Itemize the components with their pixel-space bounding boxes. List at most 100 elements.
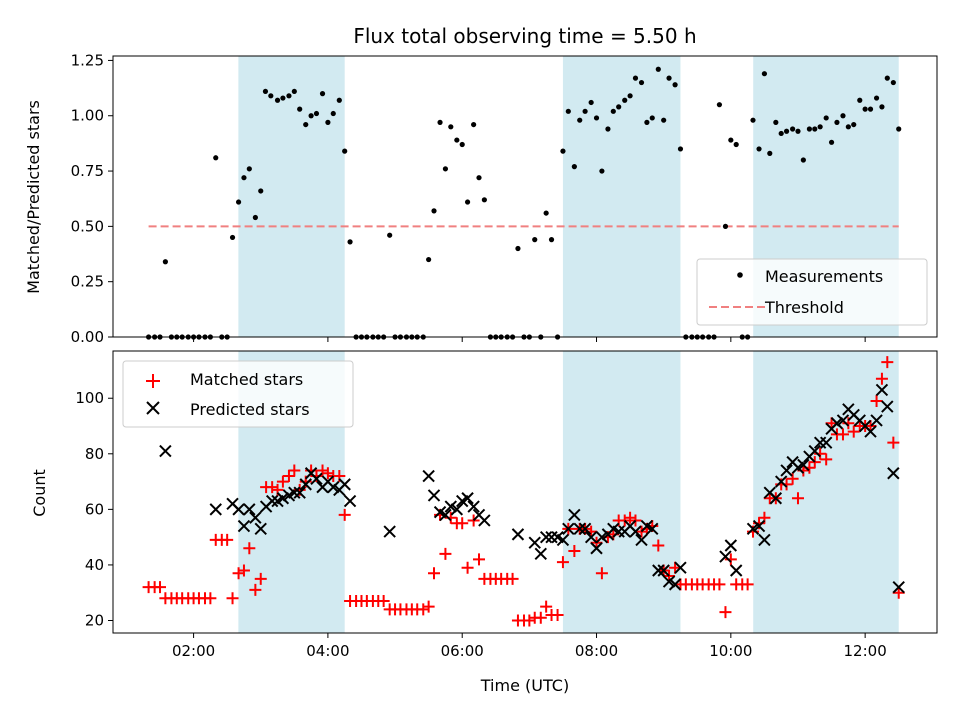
measurement-point [426, 256, 432, 263]
predicted-star-point [870, 414, 883, 427]
predicted-star-point [288, 486, 301, 499]
measurement-point [313, 110, 320, 117]
predicted-star-point [338, 478, 351, 491]
predicted-star-point [595, 530, 609, 544]
matched-star-point [417, 603, 430, 616]
shaded-interval [562, 351, 681, 633]
predicted-star-point [719, 550, 732, 563]
measurement-point [867, 106, 874, 112]
measurement-point [262, 88, 269, 95]
measurement-point [884, 75, 890, 81]
matched-star-point [204, 592, 217, 605]
matched-star-point [875, 372, 888, 385]
y-tick-label: 80 [85, 445, 104, 463]
predicted-star-point [808, 444, 821, 458]
y-tick-label: 60 [85, 500, 104, 518]
predicted-star-point [652, 564, 665, 577]
predicted-star-point [528, 536, 541, 549]
y-tick-label: 1.00 [71, 107, 104, 125]
measurement-point [879, 104, 885, 110]
matched-star-point [249, 583, 262, 596]
matched-star-point [422, 600, 435, 613]
predicted-star-point [590, 542, 603, 555]
matched-stars-points [142, 356, 905, 627]
matched-star-point [881, 356, 894, 369]
top-y-axis-label: Matched/Predicted stars [24, 100, 43, 294]
legend-threshold-label: Threshold [764, 298, 844, 317]
measurement-point [297, 106, 303, 112]
measurement-point [716, 102, 723, 108]
measurement-point [773, 119, 779, 125]
predicted-star-point [545, 530, 558, 544]
matched-star-point [472, 553, 485, 566]
measurement-point [649, 115, 655, 121]
predicted-star-point [327, 480, 340, 494]
matched-star-point [506, 572, 519, 585]
measurement-point [638, 79, 645, 86]
measurement-point [817, 124, 823, 130]
measurement-point [890, 79, 896, 86]
x-tick-label: 02:00 [172, 642, 215, 660]
predicted-star-point [534, 547, 547, 561]
top-panel: 0.00 0.25 0.50 0.75 1.00 1.25 Matched/Predict… [24, 51, 938, 346]
axes-frame [112, 55, 938, 338]
predicted-star-point [265, 494, 279, 508]
measurement-point [783, 128, 790, 134]
predicted-star-point [254, 522, 267, 536]
x-tick-label: 04:00 [306, 642, 349, 660]
matched-star-point [595, 567, 608, 580]
measurement-point [644, 119, 650, 125]
measurement-point [862, 106, 868, 112]
legend-predicted-label: Predicted stars [190, 400, 310, 419]
predicted-star-point [209, 503, 222, 516]
predicted-star-point [562, 522, 575, 536]
measurement-point [291, 88, 297, 95]
predicted-star-point [864, 425, 877, 438]
bottom-legend: Matched stars Predicted stars [122, 360, 354, 428]
predicted-star-point [556, 533, 570, 547]
measurement-point [471, 121, 477, 128]
measurement-point [330, 110, 336, 117]
measurement-point [806, 126, 813, 132]
measurement-point [347, 239, 353, 245]
matched-star-point [282, 470, 295, 483]
predicted-star-point [892, 580, 905, 594]
matched-star-point [652, 539, 665, 552]
measurement-point [241, 175, 247, 181]
measurement-point [543, 210, 549, 216]
matched-star-point [254, 572, 267, 585]
matched-star-point [237, 564, 250, 577]
legend-predicted-marker [146, 401, 160, 415]
predicted-star-point [668, 578, 682, 591]
predicted-star-point [769, 492, 783, 505]
matched-star-point [556, 556, 569, 569]
matched-star-point [226, 592, 239, 605]
measurement-point [873, 95, 880, 101]
measurement-point [229, 234, 236, 241]
matched-star-point [243, 542, 256, 555]
y-tick-label: 40 [85, 556, 104, 574]
measurement-point [235, 199, 242, 205]
measurement-point [761, 71, 768, 77]
y-tick-label: 1.25 [71, 51, 104, 69]
top-legend-box [696, 258, 928, 326]
predicted-star-point [232, 503, 245, 516]
matched-star-point [266, 481, 279, 494]
measurement-point [733, 141, 739, 148]
bottom-shaded-regions [238, 351, 899, 633]
measurement-point [616, 104, 622, 110]
predicted-stars-points [159, 383, 905, 594]
predicted-star-point [237, 519, 251, 533]
measurement-point [632, 75, 639, 81]
y-tick-label: 20 [85, 611, 104, 629]
measurement-point [454, 137, 460, 143]
measurement-point [845, 124, 851, 130]
measurement-point [823, 115, 829, 121]
predicted-star-point [758, 533, 771, 547]
matched-star-point [288, 464, 301, 477]
predicted-star-point [662, 575, 676, 588]
predicted-star-point [467, 500, 480, 513]
matched-star-point [534, 611, 547, 624]
predicted-star-point [724, 539, 738, 552]
